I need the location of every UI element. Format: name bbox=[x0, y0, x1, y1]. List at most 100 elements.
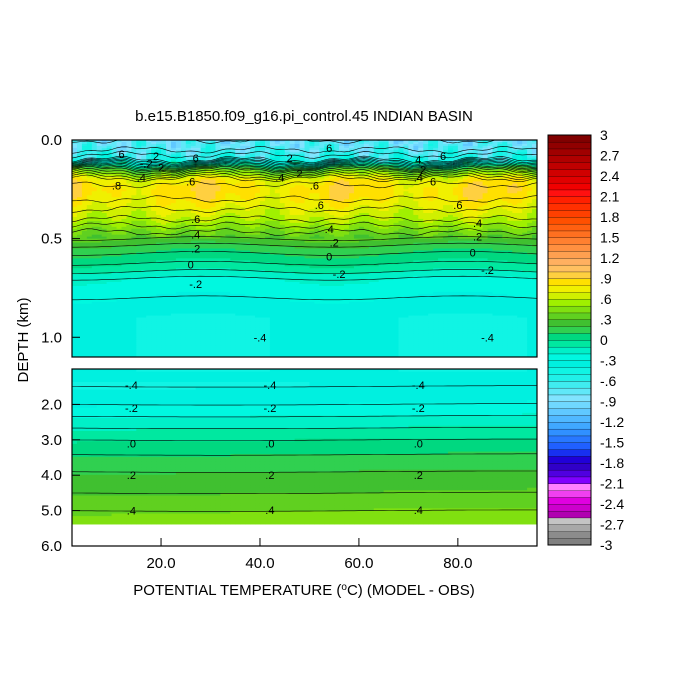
field-cell bbox=[195, 199, 202, 202]
field-cell bbox=[349, 214, 355, 218]
field-cell bbox=[393, 234, 400, 238]
field-cell bbox=[116, 179, 123, 183]
field-cell bbox=[353, 236, 360, 240]
field-cell bbox=[383, 185, 390, 188]
field-cell bbox=[126, 147, 132, 151]
field-cell bbox=[279, 153, 286, 157]
field-cell bbox=[259, 177, 266, 181]
field-cell bbox=[175, 171, 182, 175]
field-cell bbox=[255, 183, 261, 186]
field-cell bbox=[180, 191, 187, 194]
field-cell bbox=[433, 171, 439, 175]
field-cell bbox=[170, 201, 177, 204]
field-cell bbox=[111, 226, 118, 230]
field-cell bbox=[358, 145, 365, 149]
field-cell bbox=[502, 216, 508, 220]
field-cell bbox=[492, 220, 499, 224]
field-cell bbox=[91, 228, 98, 232]
field-cell bbox=[363, 207, 370, 210]
field-cell bbox=[151, 220, 157, 224]
field-cell bbox=[403, 238, 409, 242]
field-cell bbox=[349, 238, 355, 242]
field-cell bbox=[344, 187, 350, 190]
field-cell bbox=[240, 163, 246, 167]
field-cell bbox=[294, 205, 301, 208]
field-cell bbox=[339, 175, 345, 179]
field-cell bbox=[220, 191, 226, 194]
field-cell bbox=[259, 147, 266, 151]
field-cell bbox=[240, 151, 246, 155]
field-cell bbox=[472, 165, 479, 169]
field-cell bbox=[96, 181, 103, 184]
field-cell bbox=[210, 143, 217, 147]
field-cell bbox=[235, 193, 241, 196]
field-cell bbox=[141, 193, 147, 196]
field-cell bbox=[329, 230, 335, 234]
field-cell bbox=[527, 185, 533, 188]
field-cell bbox=[349, 230, 355, 234]
field-cell bbox=[240, 145, 246, 149]
field-cell bbox=[240, 212, 246, 216]
field-cell bbox=[497, 181, 503, 184]
field-cell bbox=[502, 234, 508, 238]
field-cell bbox=[344, 185, 350, 188]
field-cell bbox=[413, 201, 419, 204]
field-cell bbox=[165, 220, 172, 224]
field-cell bbox=[225, 205, 231, 208]
field-cell bbox=[185, 205, 192, 208]
field-cell bbox=[101, 226, 108, 230]
field-cell bbox=[423, 236, 429, 240]
field-cell bbox=[398, 230, 405, 234]
field-cell bbox=[175, 143, 182, 147]
field-cell bbox=[274, 177, 281, 181]
field-cell bbox=[195, 171, 202, 175]
field-cell bbox=[447, 143, 454, 147]
field-cell bbox=[235, 153, 241, 157]
field-cell bbox=[472, 224, 479, 228]
field-cell bbox=[502, 159, 508, 163]
field-cell bbox=[457, 207, 464, 210]
field-cell bbox=[349, 155, 355, 159]
field-cell bbox=[250, 242, 256, 246]
field-cell bbox=[81, 183, 88, 186]
field-cell bbox=[180, 169, 187, 173]
field-cell bbox=[284, 203, 291, 206]
field-cell bbox=[146, 147, 152, 151]
field-cell bbox=[215, 183, 222, 186]
field-cell bbox=[279, 238, 286, 242]
field-cell bbox=[205, 157, 212, 161]
field-cell bbox=[210, 226, 217, 230]
field-cell bbox=[418, 199, 424, 202]
field-cell bbox=[180, 236, 187, 240]
field-cell bbox=[170, 145, 177, 149]
field-cell bbox=[72, 187, 78, 190]
field-cell bbox=[245, 169, 251, 173]
field-cell bbox=[195, 209, 202, 212]
field-cell bbox=[76, 175, 83, 179]
field-cell bbox=[487, 141, 494, 145]
field-cell bbox=[131, 165, 137, 169]
field-cell bbox=[195, 169, 202, 173]
field-cell bbox=[131, 226, 137, 230]
field-cell bbox=[76, 244, 83, 248]
field-cell bbox=[91, 147, 98, 151]
field-cell bbox=[408, 238, 414, 242]
field-cell bbox=[185, 207, 192, 210]
field-cell bbox=[215, 218, 222, 222]
field-cell bbox=[250, 224, 256, 228]
field-cell bbox=[190, 169, 197, 173]
field-cell bbox=[349, 179, 355, 183]
field-cell bbox=[86, 226, 93, 230]
field-cell bbox=[358, 191, 365, 194]
field-cell bbox=[527, 140, 533, 143]
field-cell bbox=[393, 226, 400, 230]
field-cell bbox=[487, 181, 494, 184]
field-cell bbox=[185, 232, 192, 236]
field-cell bbox=[532, 211, 537, 214]
field-cell bbox=[447, 191, 454, 194]
field-cell bbox=[175, 159, 182, 163]
field-cell bbox=[329, 147, 335, 151]
field-cell bbox=[126, 193, 132, 196]
field-cell bbox=[408, 242, 414, 246]
field-cell bbox=[428, 205, 434, 208]
